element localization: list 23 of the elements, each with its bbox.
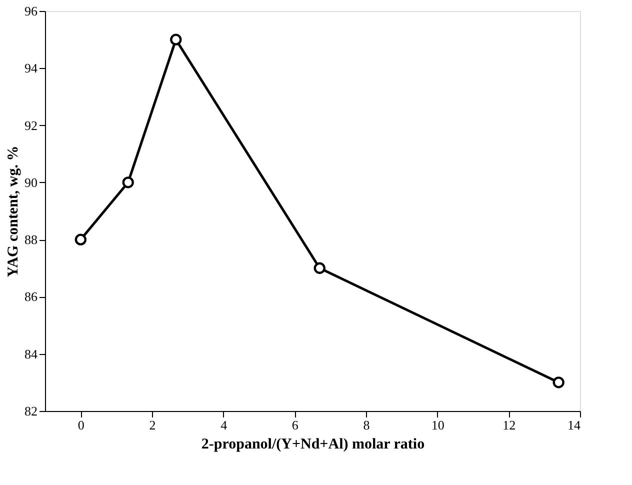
point xyxy=(314,262,326,274)
x-tick-label: 4 xyxy=(220,418,228,432)
y-tick-label: 86 xyxy=(24,289,38,304)
x-tick-label: 10 xyxy=(431,418,444,432)
point xyxy=(552,376,564,388)
y-tick-label: 94 xyxy=(24,60,38,76)
x-tick-label: 8 xyxy=(363,418,370,432)
x-tick-label: 0 xyxy=(78,418,84,432)
point xyxy=(74,234,87,246)
point xyxy=(170,34,182,46)
x-axis-title: 2-propanol/(Y+Nd+Al) molar ratio xyxy=(201,436,425,452)
y-tick-label: 84 xyxy=(24,346,38,362)
x-tick-label: 14 xyxy=(568,418,581,432)
x-tick-label: 12 xyxy=(502,418,516,432)
y-tick-label: 92 xyxy=(24,118,38,133)
y-tick-label: 82 xyxy=(24,404,38,418)
y-tick-label: 90 xyxy=(24,174,38,190)
point xyxy=(122,176,134,188)
x-tick-label: 2 xyxy=(149,418,156,432)
y-axis-title: YAG content, wg. % xyxy=(6,146,22,278)
y-tick-label: 96 xyxy=(24,4,38,18)
x-tick-label: 6 xyxy=(292,418,299,432)
y-tick-label: 88 xyxy=(24,232,38,248)
